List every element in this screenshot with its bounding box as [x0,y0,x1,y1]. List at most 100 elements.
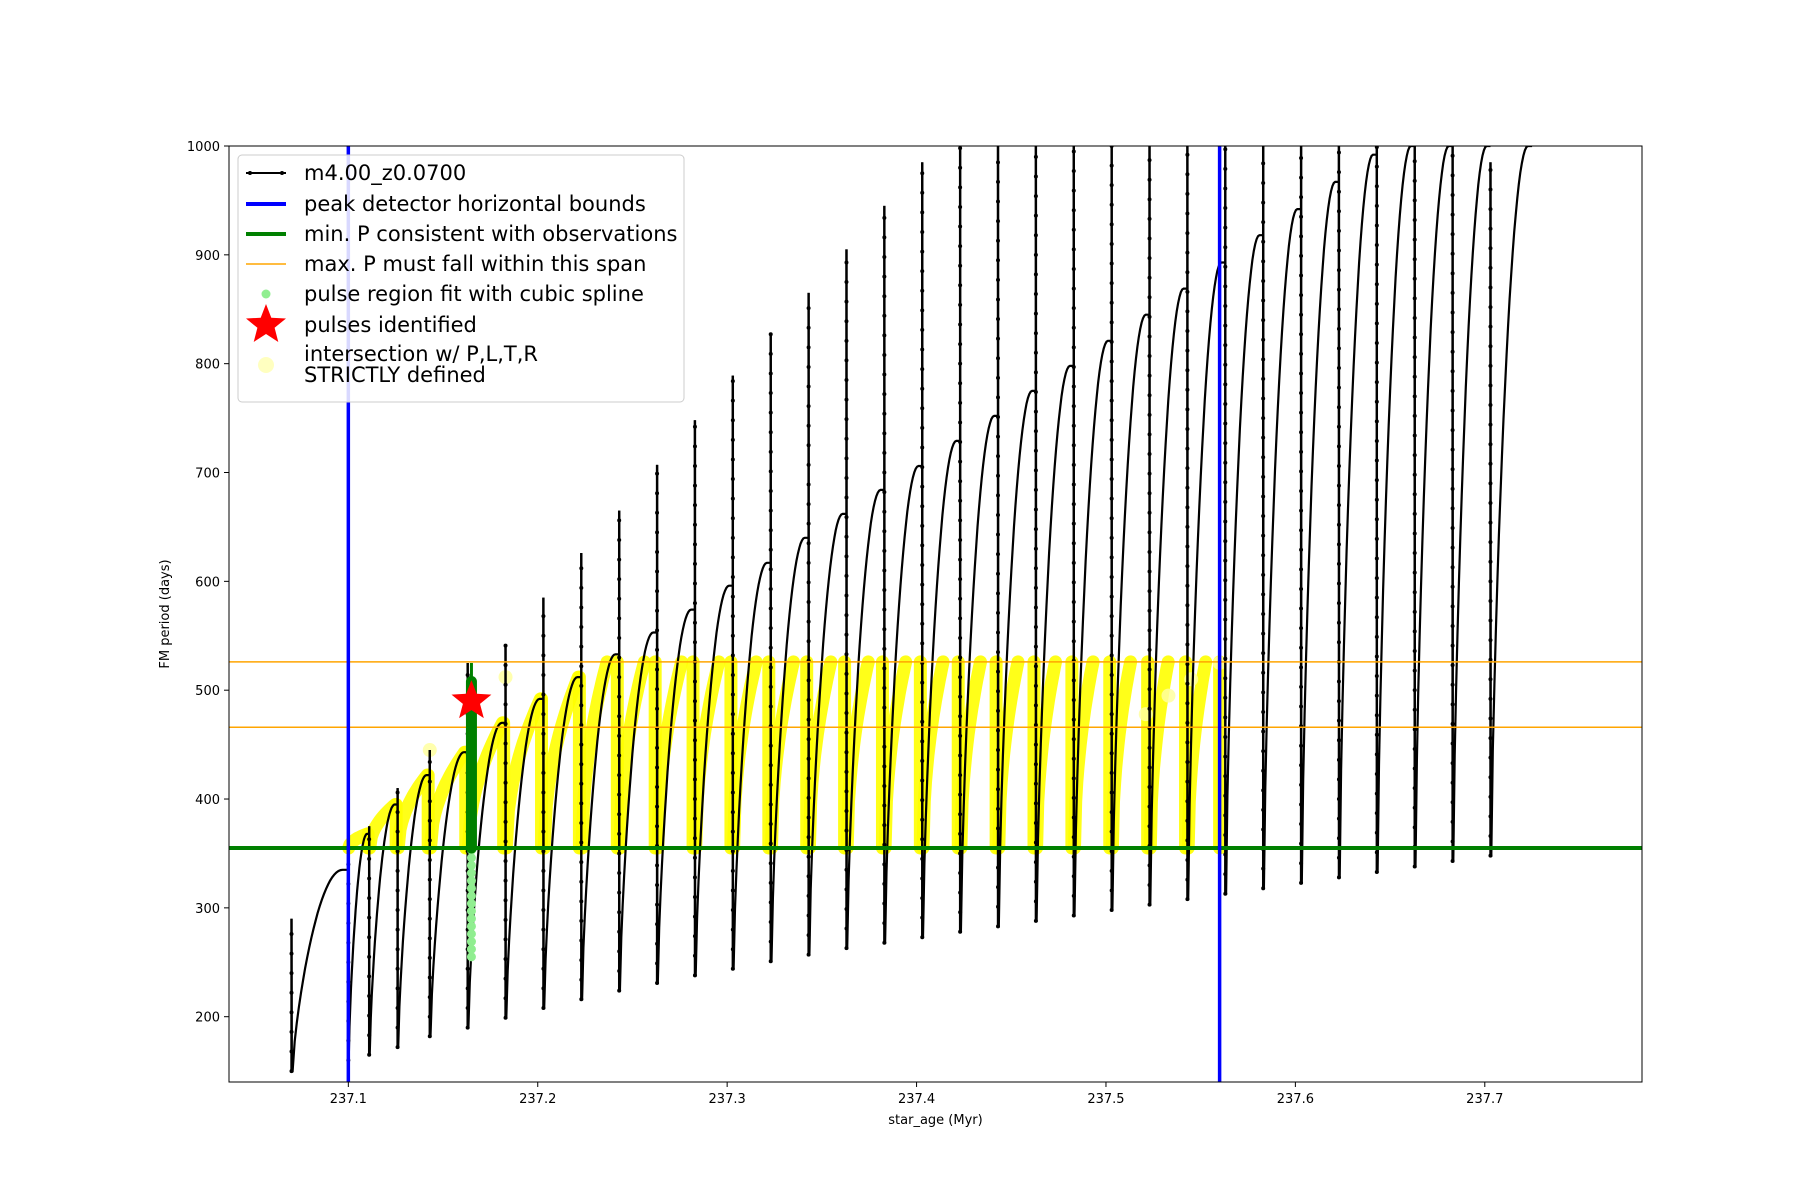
period-marker [806,776,811,781]
period-marker [692,718,697,723]
period-marker [882,255,887,260]
period-marker [882,215,887,220]
period-marker [367,915,372,920]
period-marker [1147,745,1152,750]
period-marker [1412,590,1417,595]
period-marker [958,498,963,503]
y-tick-label: 600 [195,575,220,590]
period-marker [1488,657,1493,662]
period-marker [395,868,400,873]
period-marker [844,554,849,559]
period-marker [1109,339,1114,344]
period-marker [1412,707,1417,712]
period-marker [1299,567,1304,572]
x-tick-label: 237.3 [709,1092,746,1107]
period-marker [1261,612,1266,616]
period-marker [1299,312,1304,317]
period-marker [882,646,887,651]
period-marker [1450,447,1455,452]
period-marker [1336,620,1341,625]
period-marker [655,471,660,476]
period-marker [730,496,735,501]
period-marker [1185,250,1190,255]
period-marker [730,810,735,815]
period-marker [806,756,811,761]
period-marker [503,702,508,707]
period-marker [1336,679,1341,684]
period-marker [730,477,735,482]
period-marker [617,792,622,797]
period-marker [289,951,294,956]
period-marker [958,655,963,660]
period-marker [1450,545,1455,550]
period-marker [503,898,508,903]
y-tick-label: 1000 [187,140,220,155]
period-marker [844,436,849,441]
period-marker [958,322,963,327]
period-marker [1109,379,1114,384]
period-marker [1223,343,1228,348]
period-marker [920,856,925,861]
period-marker [1223,166,1228,171]
period-marker [1185,387,1190,392]
period-marker [882,823,887,828]
pulse-region-point [466,929,476,939]
period-marker [692,542,697,547]
period-marker [996,865,1001,870]
period-marker [920,719,925,724]
period-marker [541,966,546,971]
period-marker [1374,576,1379,581]
period-marker [1488,853,1493,858]
period-marker [579,801,584,806]
period-marker [1450,741,1455,746]
period-marker [1299,273,1304,278]
period-marker [1299,802,1304,807]
pulse-region-point [466,883,476,893]
period-cycle [655,464,695,985]
period-marker [920,367,925,372]
period-marker [1033,252,1038,257]
period-marker [1450,369,1455,374]
period-marker [1109,516,1114,521]
period-marker [1374,732,1379,737]
period-marker [1488,579,1493,584]
period-spike-markers [655,471,660,985]
plot-area [229,146,1642,1082]
period-marker [1033,664,1038,669]
period-marker [1109,222,1114,227]
period-marker [996,630,1001,635]
period-marker [768,665,773,670]
period-marker [1374,243,1379,248]
period-marker [844,280,849,285]
period-marker [996,885,1001,890]
period-marker [1147,216,1152,221]
period-marker [1109,829,1114,834]
y-tick-label: 300 [195,902,220,917]
period-marker [768,626,773,631]
period-spike-markers [1185,152,1190,902]
period-marker [1450,682,1455,687]
period-marker [655,922,660,927]
period-marker [1109,574,1114,579]
period-marker [882,627,887,632]
period-marker [1185,505,1190,510]
period-marker [1261,729,1266,734]
period-marker [1261,200,1266,205]
period-marker [1336,170,1341,175]
period-marker [1488,461,1493,466]
period-marker [1223,774,1228,779]
period-marker [958,302,963,307]
period-marker [1223,637,1228,642]
period-marker [503,780,508,785]
period-cycle [958,146,998,933]
period-marker [617,949,622,954]
period-marker [1223,891,1228,896]
period-marker [655,569,660,574]
period-marker [1223,206,1228,211]
period-marker [617,753,622,758]
period-marker [1109,300,1114,305]
period-marker [1109,692,1114,697]
pulse-region [465,662,477,962]
period-marker [882,372,887,377]
period-spike-markers [1374,146,1379,874]
